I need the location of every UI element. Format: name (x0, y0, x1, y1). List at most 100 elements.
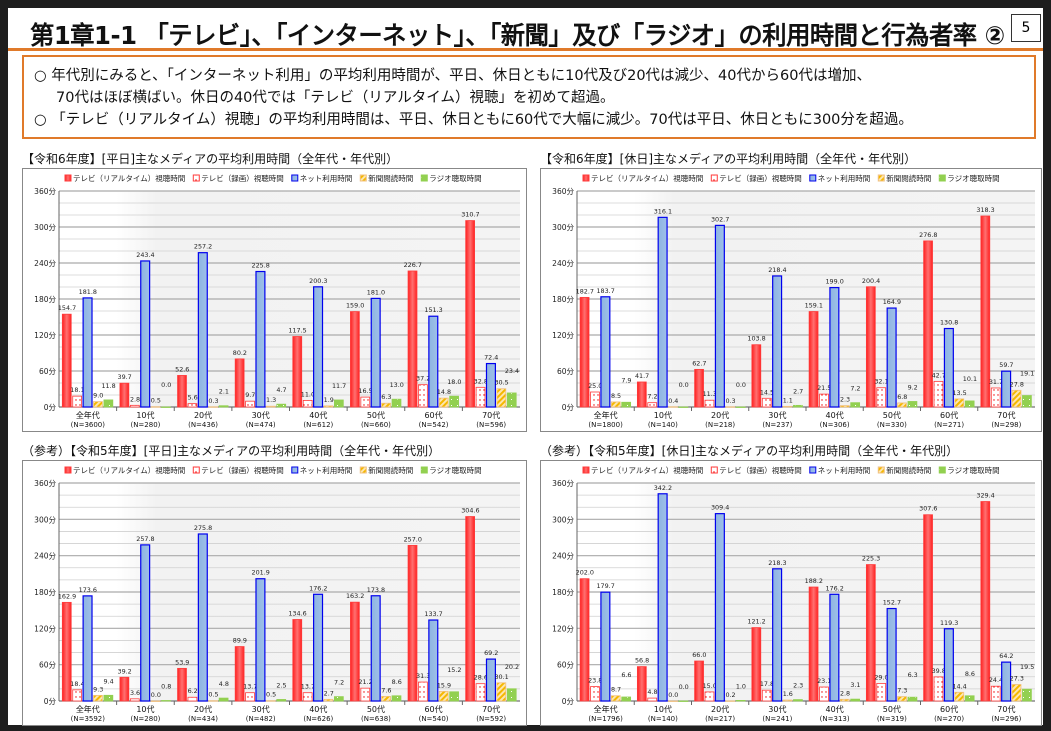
tv-recorded-bar (990, 387, 1001, 408)
data-label: 28.6 (474, 674, 488, 682)
tv-recorded-bar (418, 681, 428, 702)
tv-realtime-bar (119, 382, 130, 408)
newspaper-bar (265, 700, 276, 702)
data-label: 72.4 (484, 354, 498, 362)
y-tick-label: 120分 (552, 331, 574, 340)
radio-bar (506, 688, 517, 702)
tv-recorded-bar (647, 697, 658, 702)
newspaper-bar (954, 398, 965, 408)
data-label: 7.6 (381, 686, 391, 694)
x-category-label: 50代 (883, 410, 901, 420)
internet-bar (370, 595, 381, 702)
data-label: 18.4 (70, 680, 84, 688)
data-label: 15.0 (703, 682, 717, 690)
y-tick-label: 360分 (34, 479, 56, 488)
newspaper-bar (1011, 684, 1022, 702)
newspaper-bar (150, 406, 161, 408)
data-label: 13.7 (301, 683, 315, 691)
data-label: 2.1 (219, 388, 229, 396)
newspaper-bar (1011, 389, 1022, 408)
data-label: 32.1 (874, 378, 888, 386)
legend-label: ラジオ聴取時間 (947, 466, 999, 475)
tv-recorded-bar (647, 402, 658, 408)
data-label: 200.3 (309, 277, 327, 285)
y-tick-label: 180分 (34, 588, 56, 597)
data-label: 0.5 (208, 691, 218, 699)
summary-line-3: ○ 「テレビ（リアルタイム）視聴」の平均利用時間は、平日、休日ともに60代で大幅… (34, 112, 913, 128)
radio-legend-swatch (420, 466, 428, 474)
newspaper-legend-swatch (359, 174, 367, 182)
newspaper-bar (725, 406, 736, 408)
data-label: 2.8 (130, 395, 140, 403)
radio-bar (907, 401, 918, 408)
y-tick-label: 120分 (552, 624, 574, 633)
tv-realtime-bar (980, 215, 991, 408)
y-tick-label: 180分 (34, 295, 56, 304)
tv-realtime-bar (980, 501, 991, 702)
data-label: 257.2 (194, 243, 212, 251)
data-label: 257.0 (404, 535, 422, 543)
radio-legend-swatch (420, 174, 428, 182)
chart-title-r5-weekday: （参考）【令和5年度】[平日]主なメディアの平均利用時間（全年代・年代別） (22, 444, 441, 458)
newspaper-bar (438, 397, 449, 408)
x-sample-size-label: (N=3592) (71, 715, 106, 723)
data-label: 56.8 (635, 657, 649, 665)
internet-bar (714, 224, 725, 408)
data-label: 15.2 (447, 666, 461, 674)
radio-bar (1022, 395, 1032, 408)
chart-r6-weekday: 0分 60分 120分 180分 240分 300分 360分 テレビ（リアルタイム）視聴時間… (22, 168, 527, 432)
newspaper-bar (954, 691, 965, 702)
x-sample-size-label: (N=482) (246, 715, 276, 723)
data-label: 11.0 (301, 390, 315, 398)
data-label: 17.8 (760, 680, 774, 688)
data-label: 310.7 (461, 211, 479, 219)
data-label: 8.5 (611, 392, 621, 400)
internet-bar (886, 607, 897, 702)
x-sample-size-label: (N=612) (303, 421, 333, 429)
x-sample-size-label: (N=140) (648, 421, 678, 429)
internet-bar (197, 252, 208, 408)
data-label: 37.2 (416, 375, 430, 383)
data-label: 5.6 (188, 394, 198, 402)
data-label: 2.3 (840, 396, 850, 404)
data-label: 16.5 (358, 387, 372, 395)
x-sample-size-label: (N=280) (130, 421, 160, 429)
data-label: 13.7 (243, 683, 257, 691)
x-category-label: 10代 (654, 704, 672, 714)
data-label: 42.7 (932, 371, 946, 379)
radio-bar (161, 700, 171, 702)
tv-recorded-bar (761, 689, 772, 702)
tv-recorded-bar (418, 384, 428, 408)
internet-legend-swatch (291, 466, 299, 474)
data-label: 0.0 (736, 381, 746, 389)
tv-realtime-bar (292, 336, 303, 408)
data-label: 2.8 (840, 689, 850, 697)
data-label: 23.1 (817, 677, 831, 685)
internet-bar (255, 578, 266, 702)
x-sample-size-label: (N=296) (991, 715, 1021, 723)
x-sample-size-label: (N=1796) (588, 715, 623, 723)
data-label: 202.0 (576, 569, 594, 577)
data-label: 0.3 (725, 397, 735, 405)
data-label: 199.0 (825, 278, 843, 286)
chart-title-r6-holiday: 【令和6年度】[休日]主なメディアの平均利用時間（全年代・年代別） (540, 152, 917, 166)
data-label: 275.8 (194, 524, 212, 532)
x-sample-size-label: (N=319) (877, 715, 907, 723)
legend-label: ネット利用時間 (818, 173, 871, 183)
data-label: 64.2 (999, 652, 1013, 660)
summary-line-1: ○ 年代別にみると、「インターネット利用」の平均利用時間が、平日、休日ともに10… (34, 68, 871, 84)
x-sample-size-label: (N=542) (419, 421, 449, 429)
x-sample-size-label: (N=298) (991, 421, 1021, 429)
data-label: 159.1 (805, 302, 823, 310)
newspaper-bar (150, 700, 161, 702)
data-label: 152.7 (883, 599, 901, 607)
internet-bar (829, 593, 840, 702)
data-label: 201.9 (252, 569, 270, 577)
x-category-label: 全年代 (594, 704, 618, 714)
data-label: 23.4 (505, 367, 519, 375)
newspaper-bar (496, 682, 507, 702)
x-category-label: 40代 (309, 410, 327, 420)
tv-realtime-bar (579, 296, 590, 408)
chart-title-r5-holiday: （参考）【令和5年度】[休日]主なメディアの平均利用時間（全年代・年代別） (540, 444, 959, 458)
data-label: 6.2 (188, 687, 198, 695)
